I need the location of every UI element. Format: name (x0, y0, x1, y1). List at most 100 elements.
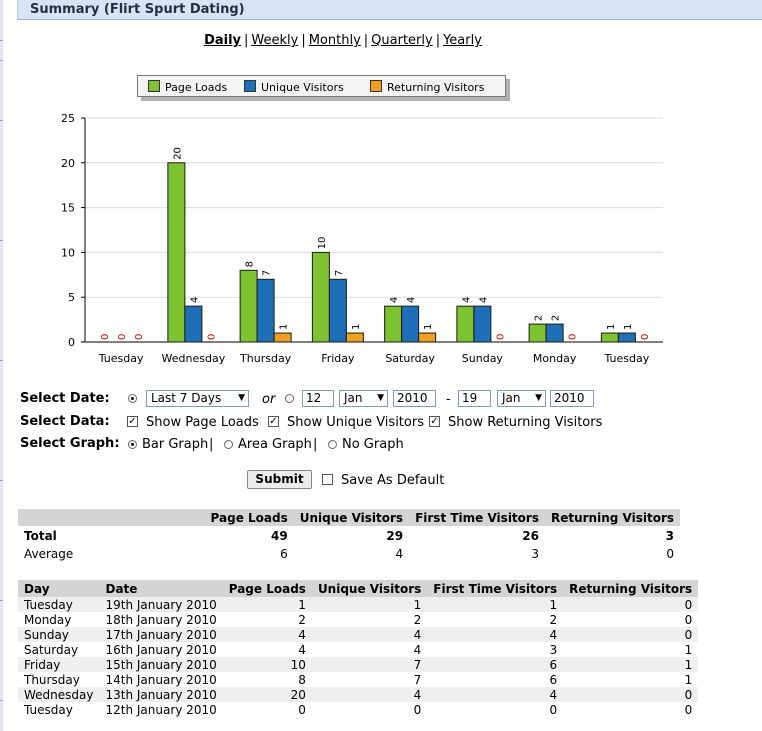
show-returning-visitors-label: Show Returning Visitors (448, 415, 603, 430)
bar-value-label: 4 (406, 297, 417, 303)
show-returning-visitors-checkbox[interactable]: ✓ (429, 416, 440, 427)
bar (456, 305, 475, 343)
table-cell: 2 (298, 612, 306, 627)
column-header: Page Loads (204, 509, 294, 526)
show-unique-visitors-checkbox[interactable]: ✓ (268, 416, 279, 427)
save-default-checkbox[interactable] (322, 474, 333, 485)
table-cell: 4 (311, 687, 428, 702)
table-cell: 29 (386, 529, 404, 543)
period-link-yearly[interactable]: Yearly (443, 33, 482, 48)
table-cell: 6 (427, 657, 564, 672)
submit-button[interactable]: Submit (247, 470, 312, 489)
preset-range-select[interactable]: Last 7 Days ▼ (146, 390, 249, 407)
table-cell: Wednesday (18, 687, 100, 702)
table-cell: 12th January 2010 (105, 702, 217, 717)
table-row: Saturday 16th January 2010 4 4 3 1 (18, 642, 698, 657)
bar (528, 323, 547, 343)
bar (545, 323, 564, 343)
bar (239, 269, 258, 343)
y-tick-label: 25 (61, 112, 75, 125)
bar (401, 305, 420, 343)
column-header: First Time Visitors (427, 580, 564, 597)
table-cell: 0 (413, 702, 422, 717)
period-link-monthly[interactable]: Monthly (308, 33, 361, 48)
bar (256, 278, 275, 343)
period-link-weekly[interactable]: Weekly (251, 33, 299, 48)
bar-value-label: 8 (245, 261, 256, 267)
table-cell: 0 (298, 702, 306, 717)
table-cell: 0 (666, 546, 674, 561)
to-month-select[interactable]: Jan ▼ (497, 390, 546, 407)
bar-value-label: 1 (623, 324, 634, 330)
legend-swatch (244, 80, 256, 92)
table-cell: Thursday (24, 672, 80, 687)
chevron-down-icon: ▼ (535, 393, 542, 403)
table-cell: Tuesday (18, 597, 100, 612)
no-graph-radio[interactable] (328, 440, 337, 449)
column-header: Returning Visitors (563, 580, 699, 597)
bar-value-label: 4 (478, 297, 489, 303)
panel-header: Summary (Flirt Spurt Dating) (17, 0, 762, 20)
x-tick-label: Saturday (385, 352, 435, 365)
period-link-quarterly[interactable]: Quarterly (371, 33, 433, 48)
x-tick-label: Friday (321, 352, 355, 365)
bar-graph-radio[interactable] (128, 440, 137, 449)
bar-value-label: 7 (262, 270, 273, 276)
to-year-input[interactable]: 2010 (550, 390, 594, 407)
table-cell: 4 (298, 642, 306, 657)
table-cell: 20 (222, 687, 312, 702)
x-tick-label: Tuesday (98, 352, 144, 365)
y-tick-label: 20 (61, 157, 75, 170)
from-month-select[interactable]: Jan ▼ (339, 390, 388, 407)
bar-value-label: 1 (606, 324, 617, 330)
to-day-input[interactable]: 19 (458, 390, 491, 407)
bar (167, 162, 186, 343)
bar (345, 332, 364, 343)
show-page-loads-checkbox[interactable]: ✓ (127, 416, 138, 427)
table-row: Thursday 14th January 2010 8 7 6 1 (18, 672, 698, 687)
table-cell: 26 (522, 529, 539, 543)
table-cell: 49 (271, 529, 288, 543)
table-cell: 4 (395, 546, 404, 561)
table-cell: 1 (222, 597, 312, 612)
bar (328, 278, 347, 343)
bar-value-label: 0 (117, 334, 128, 340)
area-graph-radio[interactable] (224, 440, 233, 449)
bar-value-label: 10 (317, 237, 328, 250)
column-header: First Time Visitors (409, 509, 545, 526)
column-header (18, 509, 205, 526)
graph-separator: | (313, 437, 318, 452)
bar-value-label: 4 (461, 297, 472, 303)
table-cell: 4 (427, 627, 564, 642)
table-cell: 1 (427, 597, 564, 612)
left-frame-strip (0, 0, 3, 731)
custom-range-radio[interactable] (285, 394, 294, 403)
bar (600, 332, 619, 343)
average-row: Average 6 4 3 0 (18, 546, 680, 561)
date-range-dash: - (446, 392, 451, 407)
bar-value-label: 0 (134, 334, 145, 340)
period-link-daily[interactable]: Daily (204, 33, 242, 48)
bar-graph-label: Bar Graph (142, 437, 209, 452)
select-date-label: Select Date: (20, 391, 110, 406)
table-cell: 0 (684, 612, 693, 627)
legend-item-page-loads: Page Loads (148, 80, 227, 94)
table-cell: Friday (18, 657, 100, 672)
bar-value-label: 0 (568, 334, 579, 340)
table-cell: 1 (684, 672, 693, 687)
chart-legend: Page Loads Unique Visitors Returning Vis… (137, 75, 506, 97)
from-day-input[interactable]: 12 (302, 390, 334, 407)
table-cell: 4 (222, 627, 312, 642)
column-header: Day (18, 580, 100, 597)
table-cell: 2 (413, 612, 422, 627)
table-cell: 0 (563, 597, 699, 612)
select-graph-label: Select Graph: (20, 436, 120, 451)
from-year-input[interactable]: 2010 (393, 390, 436, 407)
preset-range-radio[interactable] (128, 394, 137, 403)
table-cell: 0 (549, 702, 558, 717)
table-cell: 4 (413, 642, 422, 657)
page-title: Summary (Flirt Spurt Dating) (30, 2, 245, 17)
legend-swatch (148, 80, 160, 92)
daily-detail-table: Day Date Page Loads Unique Visitors Firs… (18, 580, 699, 717)
summary-header-row: Page Loads Unique Visitors First Time Vi… (18, 509, 680, 526)
